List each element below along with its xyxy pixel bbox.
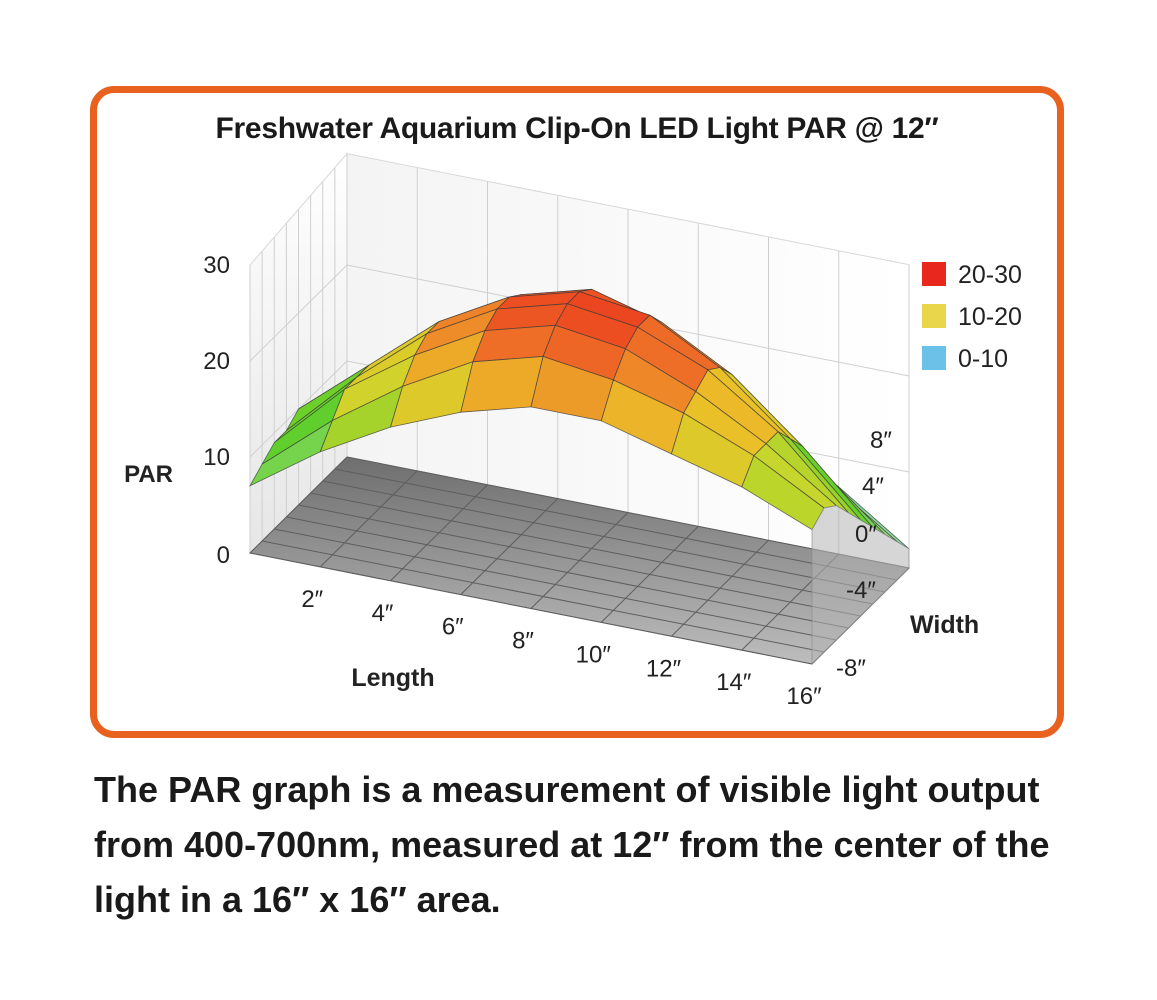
caption: The PAR graph is a measurement of visibl… — [94, 762, 1094, 927]
x-tick-label: 6″ — [442, 614, 464, 641]
legend-swatch — [922, 304, 946, 328]
z-tick-label: 20 — [203, 348, 230, 375]
right-curtain — [811, 505, 910, 665]
x-tick-label: 4″ — [372, 600, 394, 627]
floor-gridline — [671, 539, 769, 637]
x-tick-label: 8″ — [512, 628, 534, 655]
y-tick-label: 8″ — [870, 427, 892, 454]
x-axis-label: Length — [351, 664, 434, 692]
z-tick-label: 10 — [203, 444, 230, 471]
legend-swatch — [922, 346, 946, 370]
floor-gridline — [600, 526, 699, 623]
legend-label: 20-30 — [958, 261, 1022, 289]
y-tick-label: -8″ — [836, 655, 866, 682]
floor-gridline — [298, 504, 861, 617]
z-tick-label: 30 — [203, 252, 230, 279]
y-axis-label: Width — [910, 611, 979, 639]
x-tick-label: 10″ — [576, 641, 612, 668]
caption-line-1: The PAR graph is a measurement of visibl… — [94, 769, 1040, 810]
caption-line-3: light in a 16″ x 16″ area. — [94, 879, 501, 920]
y-tick-label: 4″ — [862, 473, 884, 500]
z-tick-label: 0 — [217, 542, 230, 569]
caption-line-2: from 400-700nm, measured at 12″ from the… — [94, 824, 1050, 865]
x-tick-label: 16″ — [786, 683, 822, 710]
floor-gridline — [322, 480, 885, 593]
y-tick-label: -4″ — [846, 577, 876, 604]
legend-label: 0-10 — [958, 345, 1008, 373]
legend-label: 10-20 — [958, 303, 1022, 331]
y-tick-label: 0″ — [855, 521, 877, 548]
legend-swatch — [922, 262, 946, 286]
floor-gridline — [334, 468, 897, 581]
x-tick-label: 14″ — [716, 669, 752, 696]
z-axis-label: PAR — [124, 461, 173, 488]
surface-patch — [460, 356, 544, 413]
x-tick-label: 12″ — [646, 655, 682, 682]
chart-title: Freshwater Aquarium Clip-On LED Light PA… — [215, 112, 939, 145]
floor-gridline — [310, 492, 873, 605]
wall-level-line — [249, 264, 910, 377]
x-tick-label: 2″ — [301, 586, 323, 613]
